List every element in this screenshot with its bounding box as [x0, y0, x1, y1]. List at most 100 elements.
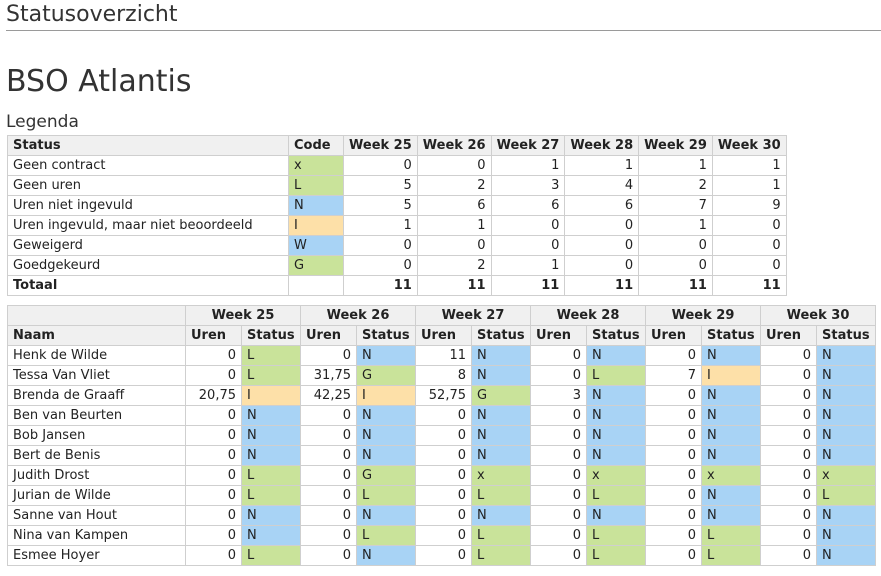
hours-cell: 20,75 [185, 385, 242, 406]
week-header: Week 27 [415, 305, 531, 326]
legend-count-cell: 0 [564, 215, 640, 236]
hours-cell: 0 [645, 345, 702, 366]
status-cell: L [241, 485, 301, 506]
hours-cell: 8 [415, 365, 472, 386]
hours-cell: 0 [185, 445, 242, 466]
status-cell: N [356, 545, 416, 566]
week-header: Week 26 [300, 305, 416, 326]
hours-cell: 0 [185, 345, 242, 366]
hours-cell: 0 [415, 465, 472, 486]
week-header: Week 29 [645, 305, 761, 326]
status-cell: N [816, 385, 876, 406]
status-cell: N [241, 425, 301, 446]
status-cell: N [241, 505, 301, 526]
status-header: Status [471, 325, 531, 346]
legend-count-cell: 0 [343, 155, 418, 176]
status-cell: N [356, 425, 416, 446]
hours-cell: 0 [530, 345, 587, 366]
hours-cell: 0 [760, 405, 817, 426]
legend-total-row: Totaal 11 11 11 11 11 11 [7, 275, 787, 296]
legend-total-cell: 11 [638, 275, 713, 296]
employee-row: Bob Jansen 0 N 0 N 0 N 0 N 0 N 0 N [7, 425, 876, 446]
status-cell: L [586, 485, 646, 506]
org-title: BSO Atlantis [6, 64, 192, 99]
status-cell: N [816, 425, 876, 446]
week-header: Week 28 [530, 305, 646, 326]
legend-count-cell: 0 [564, 255, 640, 276]
hours-cell: 0 [530, 405, 587, 426]
hours-cell: 0 [415, 405, 472, 426]
hours-cell: 0 [645, 405, 702, 426]
legend-status-label: Uren niet ingevuld [7, 195, 289, 216]
legend-header-cell: Week 26 [416, 135, 492, 156]
legend-count-cell: 2 [638, 175, 713, 196]
legend-count-cell: 0 [711, 235, 787, 256]
status-overview-table: Week 25 Week 26 Week 27 Week 28 Week 29 Week … [7, 305, 876, 566]
hours-cell: 0 [760, 365, 817, 386]
status-cell: L [586, 525, 646, 546]
hours-cell: 0 [645, 525, 702, 546]
status-cell: N [471, 405, 531, 426]
hours-cell: 0 [530, 425, 587, 446]
status-cell: N [816, 445, 876, 466]
status-cell: N [586, 445, 646, 466]
status-cell: x [816, 465, 876, 486]
week-header: Week 25 [185, 305, 301, 326]
employee-row: Bert de Benis 0 N 0 N 0 N 0 N 0 N 0 N [7, 445, 876, 466]
hours-cell: 0 [760, 465, 817, 486]
legend-count-cell: 5 [343, 195, 418, 216]
legend-header-cell: Week 28 [564, 135, 640, 156]
status-cell: N [356, 505, 416, 526]
hours-cell: 7 [645, 365, 702, 386]
column-header-row: Naam Uren Status Uren Status Uren Status Uren St… [7, 325, 876, 346]
employee-row: Judith Drost 0 L 0 G 0 x 0 x 0 x 0 x [7, 465, 876, 486]
legend-status-label: Geen contract [7, 155, 289, 176]
status-cell: N [586, 425, 646, 446]
legend-count-cell: 0 [416, 155, 492, 176]
status-cell: G [356, 365, 416, 386]
hours-cell: 0 [300, 505, 357, 526]
hours-header: Uren [300, 325, 357, 346]
legend-header-cell: Status [7, 135, 289, 156]
hours-cell: 0 [185, 545, 242, 566]
status-cell: L [701, 545, 761, 566]
hours-cell: 0 [645, 485, 702, 506]
legend-count-cell: 0 [711, 215, 787, 236]
legend-count-cell: 1 [638, 155, 713, 176]
legend-count-cell: 6 [564, 195, 640, 216]
legend-header-cell: Week 29 [638, 135, 713, 156]
hours-cell: 11 [415, 345, 472, 366]
legend-count-cell: 5 [343, 175, 418, 196]
status-cell: L [586, 545, 646, 566]
hours-cell: 0 [300, 405, 357, 426]
hours-cell: 0 [530, 445, 587, 466]
status-cell: N [586, 345, 646, 366]
legend-header-row: Status Code Week 25 Week 26 Week 27 Week 28 We… [7, 135, 787, 156]
legend-count-cell: 1 [343, 215, 418, 236]
status-cell: N [701, 485, 761, 506]
legend-status-code: G [288, 255, 344, 276]
legend-count-cell: 1 [564, 155, 640, 176]
employee-name: Henk de Wilde [7, 345, 186, 366]
legend-table: Status Code Week 25 Week 26 Week 27 Week 28 We… [7, 135, 787, 296]
status-cell: L [471, 545, 531, 566]
status-cell: L [586, 365, 646, 386]
hours-cell: 0 [645, 425, 702, 446]
hours-cell: 0 [415, 425, 472, 446]
legend-count-cell: 0 [638, 235, 713, 256]
legend-count-cell: 0 [711, 255, 787, 276]
hours-cell: 0 [415, 445, 472, 466]
legend-count-cell: 1 [416, 215, 492, 236]
legend-count-cell: 1 [638, 215, 713, 236]
employee-row: Esmee Hoyer 0 L 0 N 0 L 0 L 0 L 0 N [7, 545, 876, 566]
status-cell: I [701, 365, 761, 386]
hours-cell: 52,75 [415, 385, 472, 406]
hours-cell: 0 [760, 385, 817, 406]
status-cell: N [241, 405, 301, 426]
status-cell: L [241, 345, 301, 366]
hours-cell: 42,25 [300, 385, 357, 406]
hours-cell: 0 [760, 505, 817, 526]
legend-status-code: I [288, 215, 344, 236]
employee-row: Jurian de Wilde 0 L 0 L 0 L 0 L 0 N 0 L [7, 485, 876, 506]
legend-count-cell: 7 [638, 195, 713, 216]
